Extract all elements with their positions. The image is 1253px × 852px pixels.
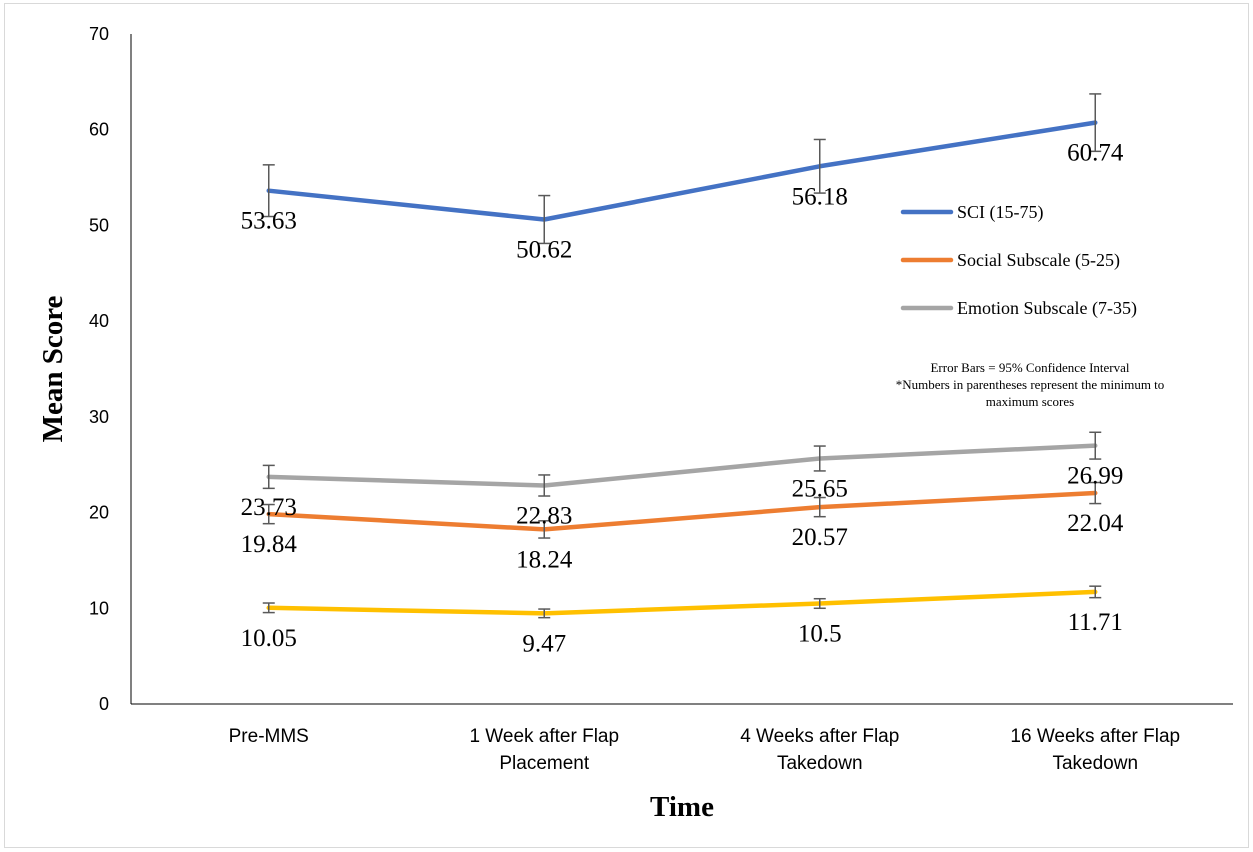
series-line: [266, 490, 1098, 532]
series-layer: [262, 93, 1102, 619]
note-line: Error Bars = 95% Confidence Interval: [930, 360, 1129, 375]
legend: SCI (15-75) Social Subscale (5-25) Emotion…: [900, 202, 1137, 319]
data-labels: 53.63 50.62 56.18 60.74 19.84 18.24 20.57 22.04…: [241, 140, 1124, 658]
data-label: 9.47: [522, 630, 566, 657]
y-tick-label: 40: [89, 311, 109, 331]
data-label: 23.73: [241, 494, 297, 521]
series-line: [266, 120, 1098, 222]
data-label: 18.24: [516, 546, 573, 573]
y-tick-label: 10: [89, 598, 109, 618]
series-line: [266, 443, 1098, 488]
data-label: 20.57: [792, 524, 848, 551]
data-label: 56.18: [792, 183, 848, 210]
data-label: 26.99: [1067, 463, 1123, 490]
data-label: 25.65: [792, 475, 848, 502]
legend-label: Emotion Subscale (7-35): [957, 298, 1137, 319]
line-chart: 0 10 20 30 40 50 60 70 Pre-MMS 1 Week after Flap P…: [37, 24, 1233, 823]
x-tick-label: 4 Weeks after Flap Takedown: [740, 726, 899, 774]
data-label: 19.84: [241, 531, 298, 558]
note-line: *Numbers in parentheses represent the mi…: [896, 377, 1165, 392]
note-line: maximum scores: [986, 394, 1074, 409]
data-label: 10.05: [241, 625, 297, 652]
y-axis-title: Mean Score: [37, 295, 69, 442]
y-tick-label: 20: [89, 503, 109, 523]
x-tick-label: 16 Weeks after Flap Takedown: [1010, 726, 1180, 774]
x-axis-title: Time: [650, 791, 714, 823]
data-label: 22.04: [1067, 510, 1124, 537]
y-tick-label: 60: [89, 120, 109, 140]
data-label: 10.5: [798, 621, 842, 648]
data-label: 50.62: [516, 236, 572, 263]
legend-label: Social Subscale (5-25): [957, 250, 1120, 271]
y-tick-label: 70: [89, 24, 109, 44]
annotation-note: Error Bars = 95% Confidence Interval *Num…: [896, 360, 1165, 409]
y-tick-label: 50: [89, 215, 109, 235]
y-tick-label: 30: [89, 407, 109, 427]
y-tick-label: 0: [99, 694, 109, 714]
data-label: 60.74: [1067, 140, 1124, 167]
data-label: 11.71: [1068, 609, 1123, 636]
data-label: 53.63: [241, 208, 297, 235]
legend-label: SCI (15-75): [957, 202, 1044, 223]
chart-frame: 0 10 20 30 40 50 60 70 Pre-MMS 1 Week after Flap P…: [4, 3, 1249, 848]
x-tick-label: 1 Week after Flap Placement: [469, 726, 619, 774]
data-label: 22.83: [516, 502, 572, 529]
x-tick-label: Pre-MMS: [229, 726, 309, 747]
axes: 0 10 20 30 40 50 60 70 Pre-MMS 1 Week after Flap P…: [37, 24, 1233, 823]
series-line: [266, 589, 1098, 616]
